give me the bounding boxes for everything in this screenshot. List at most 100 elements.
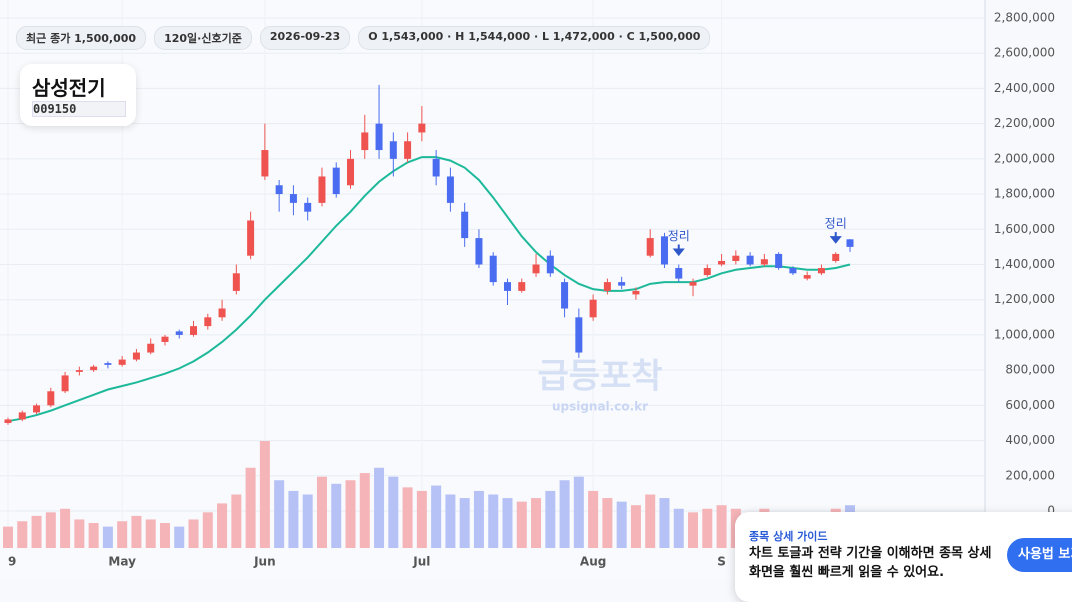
volume-bar [488, 494, 499, 548]
volume-bar [388, 476, 399, 548]
candle-body [147, 343, 155, 353]
volume-bar [102, 526, 113, 548]
candle-body [846, 239, 854, 247]
volume-bar [459, 498, 470, 548]
candle-body [190, 326, 198, 335]
page: 급등포착 upsignal.co.kr 0 200,000 400,000 600,0… [0, 0, 1072, 580]
chip: O 1,543,000 · H 1,544,000 · L 1,472,000 … [358, 26, 711, 50]
candle-body [404, 141, 412, 159]
candle-body [118, 359, 126, 365]
guide-text: 차트 토글과 전략 기간을 이해하면 종목 상세 화면을 훨씬 빠르게 읽을 수… [749, 546, 992, 580]
chart: 급등포착 upsignal.co.kr 0 200,000 400,000 600,0… [0, 0, 1055, 579]
candle-body [175, 331, 183, 335]
y-tick-label: 0 [1047, 504, 1055, 518]
x-tick-label: Aug [580, 555, 606, 569]
candle-body [675, 268, 683, 279]
candle-body [361, 132, 369, 151]
candle-body [232, 273, 240, 291]
candle-body [789, 268, 797, 274]
y-tick-label: 2,000,000 [994, 151, 1055, 165]
chip: 2026-09-23 [259, 26, 351, 50]
chip: 120일·신호기준 [154, 26, 252, 50]
candle-body [304, 202, 312, 212]
candle-body [646, 238, 654, 256]
volume-bar [74, 519, 85, 548]
candle-body [632, 290, 640, 295]
volume-bar [17, 521, 28, 548]
volume-bar [559, 480, 570, 548]
volume-bar [573, 476, 584, 548]
volume-bar [616, 501, 627, 548]
volume-bar [673, 508, 684, 548]
y-tick-label: 400,000 [1005, 433, 1055, 447]
volume-bar [188, 519, 199, 548]
candle-body [75, 370, 83, 372]
y-tick-label: 1,000,000 [994, 327, 1055, 341]
x-tick-label: Jun [253, 555, 276, 569]
y-tick-label: 1,400,000 [994, 257, 1055, 271]
candle-body [718, 260, 726, 265]
plot-bg [0, 0, 985, 579]
volume-bar [302, 494, 313, 548]
annotation-label: 정리 [825, 217, 847, 231]
x-tick-label: S [717, 555, 726, 569]
volume-bar [659, 498, 670, 548]
volume-bar [316, 476, 327, 548]
volume-bar [630, 505, 641, 548]
chip-bar: 최근 종가 1,500,000 120일·신호기준 2026-09-23 O 1,54… [16, 26, 711, 50]
candle-body [375, 123, 383, 151]
candle-body [318, 176, 326, 203]
stock-code: 009150 [32, 101, 126, 117]
volume-bar [702, 508, 713, 548]
candle-body [546, 255, 554, 274]
candle-body [532, 264, 540, 274]
guide-button[interactable]: 사용법 보기 [1007, 538, 1072, 572]
y-tick-label: 2,400,000 [994, 81, 1055, 95]
candle-body [33, 405, 41, 413]
candle-body [347, 158, 355, 186]
y-tick-label: 200,000 [1005, 468, 1055, 482]
volume-bar [217, 503, 228, 548]
y-tick-label: 2,800,000 [994, 11, 1055, 25]
volume-bar [331, 483, 342, 548]
candle-body [247, 220, 255, 256]
candle-body [575, 317, 583, 353]
candle-body [518, 282, 526, 291]
volume-bar [345, 480, 356, 548]
candle-body [418, 123, 426, 133]
candle-body [47, 391, 55, 406]
volume-bar [245, 467, 256, 548]
volume-bar [445, 494, 456, 548]
candle-body [832, 253, 840, 261]
candle-body [660, 236, 668, 265]
guide-popup: 종목 상세 가이드 차트 토글과 전략 기간을 이해하면 종목 상세 화면을 훨… [735, 512, 1072, 602]
candle-body [746, 255, 754, 265]
watermark-url: upsignal.co.kr [552, 400, 648, 414]
candle-body [132, 352, 140, 360]
x-tick-label: Jul [412, 555, 430, 569]
y-tick-label: 2,200,000 [994, 116, 1055, 130]
y-tick-label: 1,800,000 [994, 187, 1055, 201]
annotation-label: 정리 [668, 229, 690, 243]
candle-body [204, 317, 212, 327]
volume-bar [588, 490, 599, 548]
candle-body [703, 268, 711, 276]
moving-average [7, 156, 851, 423]
x-tick-label: 9 [8, 555, 16, 569]
volume-bar [531, 498, 542, 548]
volume-bar [374, 467, 385, 548]
volume-bar [159, 523, 170, 548]
stock-card: 삼성전기 009150 [20, 64, 136, 126]
volume-bar [402, 487, 413, 548]
volume-bar [473, 490, 484, 548]
volume-bar [131, 515, 142, 548]
candle-body [90, 366, 98, 371]
candle-body [489, 255, 497, 283]
volume-bar [502, 498, 513, 548]
candle-body [432, 158, 440, 177]
annotation-arrow [672, 244, 685, 257]
candle-body [618, 282, 626, 286]
volume-bar [359, 473, 370, 548]
volume-bar [545, 490, 556, 548]
candle-body [803, 275, 811, 279]
